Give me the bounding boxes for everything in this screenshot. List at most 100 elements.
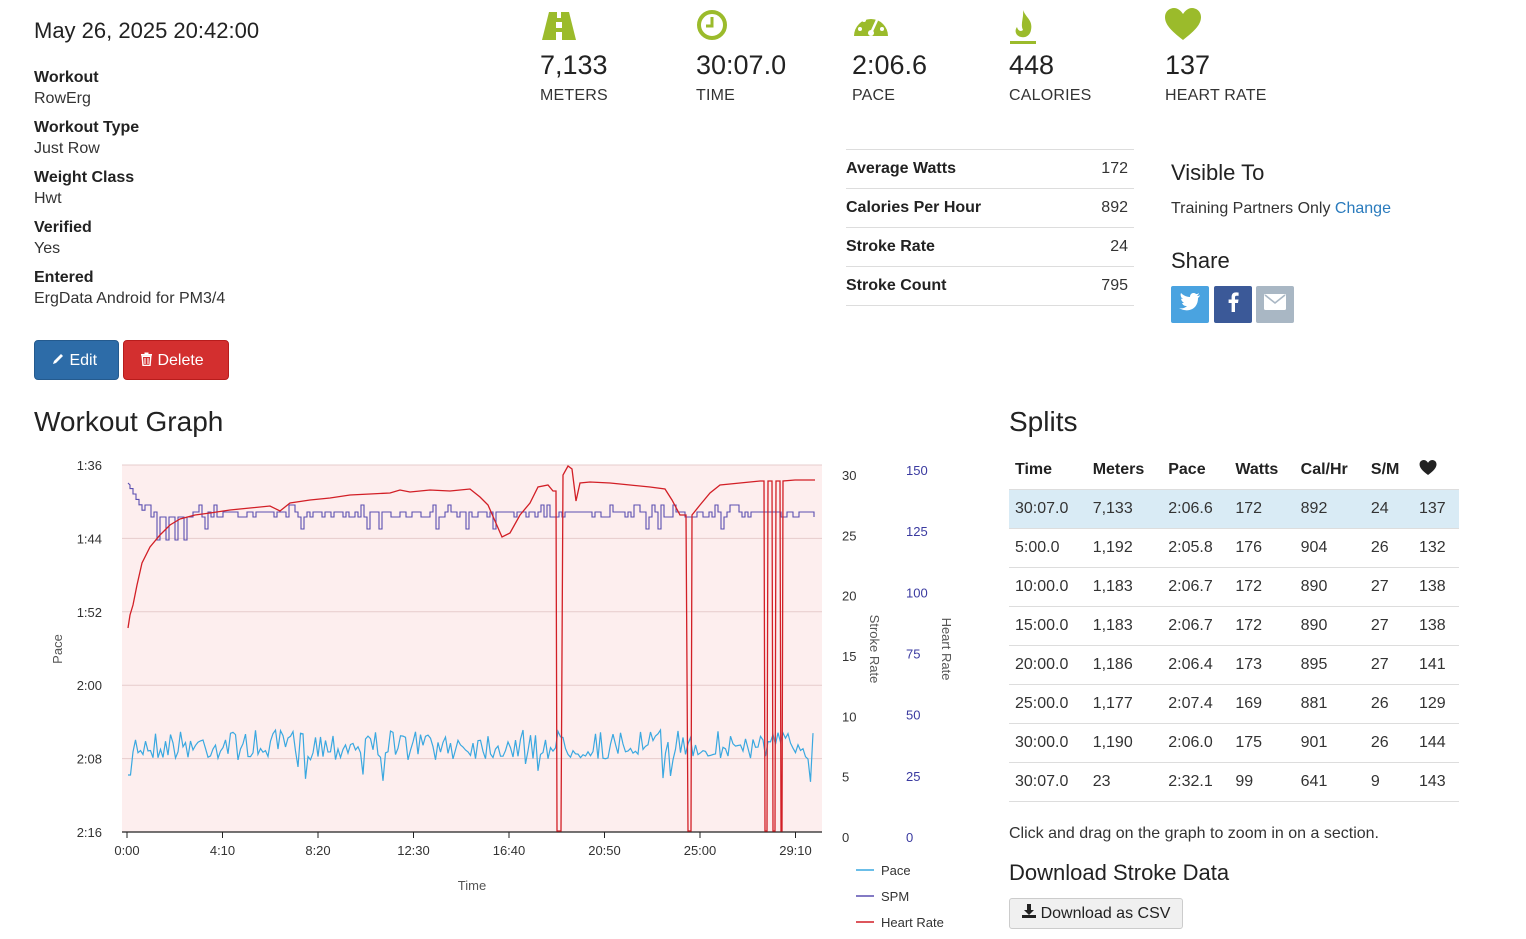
stat-calories: 448 CALORIES (1009, 8, 1149, 105)
pace-axis-label: Pace (50, 634, 65, 664)
split-row: 30:00.0 1,190 2:06.0 175 901 26 144 (1009, 723, 1459, 763)
split-cell: 2:06.7 (1162, 606, 1230, 646)
column-header: S/M (1364, 451, 1413, 490)
split-cell: 2:06.4 (1162, 645, 1230, 685)
heart-icon (1165, 8, 1305, 48)
stroke-rate-tick-label: 30 (842, 468, 856, 483)
heart-rate-tick-label: 0 (906, 830, 913, 845)
detail-label: Workout (34, 69, 99, 86)
column-header: Time (1009, 451, 1087, 490)
delete-label: Delete (157, 352, 204, 369)
stroke-rate-tick-label: 0 (842, 830, 849, 845)
split-cell: 26 (1364, 528, 1413, 568)
workout-graph-chart[interactable]: 0:00 4:10 8:20 12:30 16:40 20:50 25:00 29:10 1:… (0, 445, 990, 939)
split-cell: 904 (1294, 528, 1365, 568)
stat-time: 30:07.0 TIME (696, 8, 836, 105)
split-cell: 27 (1364, 606, 1413, 646)
split-row: 10:00.0 1,183 2:06.7 172 890 27 138 (1009, 567, 1459, 607)
split-cell: 143 (1412, 762, 1459, 802)
visibility-value: Training Partners Only (1171, 200, 1331, 217)
split-cell: 23 (1086, 762, 1163, 802)
detail-value: RowErg (34, 90, 91, 107)
split-cell: 9 (1364, 762, 1413, 802)
pencil-icon (51, 352, 69, 369)
split-cell: 132 (1412, 528, 1459, 568)
share-facebook-button[interactable] (1214, 286, 1252, 323)
split-cell: 175 (1229, 723, 1295, 763)
metric-row: Average Watts 172 (846, 149, 1134, 189)
twitter-icon (1179, 293, 1201, 316)
split-cell: 890 (1294, 567, 1365, 607)
change-visibility-link[interactable]: Change (1334, 200, 1391, 217)
visible-to-title: Visible To (1171, 160, 1265, 185)
stat-heart-rate: 137 HEART RATE (1165, 8, 1305, 105)
spm-series-line (127, 482, 815, 541)
split-cell: 10:00.0 (1009, 567, 1087, 607)
share-title: Share (1171, 248, 1230, 273)
x-tick-label: 20:50 (588, 843, 621, 858)
workout-datetime: May 26, 2025 20:42:00 (34, 18, 260, 43)
split-cell: 1,183 (1086, 567, 1163, 607)
split-cell: 141 (1412, 645, 1459, 685)
split-cell: 641 (1294, 762, 1365, 802)
split-cell: 27 (1364, 567, 1413, 607)
split-row: 5:00.0 1,192 2:05.8 176 904 26 132 (1009, 528, 1459, 568)
split-cell: 5:00.0 (1009, 528, 1087, 568)
split-cell: 144 (1412, 723, 1459, 763)
heart-rate-axis-label: Heart Rate (939, 618, 954, 681)
split-cell: 1,177 (1086, 684, 1163, 724)
split-cell: 2:32.1 (1162, 762, 1230, 802)
workout-graph-title: Workout Graph (34, 406, 224, 437)
x-axis-label: Time (458, 878, 486, 893)
download-title: Download Stroke Data (1009, 860, 1230, 885)
pace-tick-label: 2:08 (77, 752, 102, 767)
heart-rate-tick-label: 50 (906, 708, 920, 723)
split-cell: 2:05.8 (1162, 528, 1230, 568)
split-cell: 172 (1229, 567, 1295, 607)
share-twitter-button[interactable] (1171, 286, 1209, 323)
split-cell: 176 (1229, 528, 1295, 568)
heart-rate-tick-label: 100 (906, 585, 928, 600)
stroke-rate-tick-label: 25 (842, 528, 856, 543)
split-cell: 30:07.0 (1009, 762, 1087, 802)
edit-button[interactable]: Edit (34, 340, 119, 380)
split-cell: 15:00.0 (1009, 606, 1087, 646)
edit-label: Edit (69, 352, 98, 369)
trash-icon (140, 352, 157, 369)
download-csv-button[interactable]: Download as CSV (1009, 898, 1183, 929)
split-row: 30:07.0 7,133 2:06.6 172 892 24 137 (1009, 489, 1459, 529)
heart-rate-tick-label: 125 (906, 524, 928, 539)
delete-button[interactable]: Delete (123, 340, 229, 380)
detail-value: Yes (34, 240, 61, 257)
split-cell: 137 (1412, 489, 1459, 529)
metric-row: Calories Per Hour 892 (846, 188, 1134, 228)
split-cell: 901 (1294, 723, 1365, 763)
speedometer-icon (852, 8, 992, 48)
pace-tick-label: 2:16 (77, 825, 102, 840)
metric-row: Stroke Rate 24 (846, 227, 1134, 267)
x-tick-label: 0:00 (114, 843, 139, 858)
split-cell: 172 (1229, 489, 1295, 529)
splits-table: Time Meters Pace Watts Cal/Hr S/M 30:07.… (1009, 451, 1459, 802)
detail-label: Entered (34, 269, 94, 286)
split-cell: 26 (1364, 684, 1413, 724)
split-cell: 25:00.0 (1009, 684, 1087, 724)
split-cell: 1,186 (1086, 645, 1163, 685)
x-tick-label: 16:40 (493, 843, 526, 858)
split-row: 25:00.0 1,177 2:07.4 169 881 26 129 (1009, 684, 1459, 724)
split-cell: 2:07.4 (1162, 684, 1230, 724)
stroke-rate-tick-label: 20 (842, 589, 856, 604)
zoom-hint: Click and drag on the graph to zoom in o… (1009, 825, 1379, 842)
plot-area[interactable] (122, 465, 822, 832)
column-header: Cal/Hr (1294, 451, 1365, 490)
heart-rate-column-header (1412, 451, 1459, 490)
x-tick-label: 8:20 (305, 843, 330, 858)
stroke-rate-axis-label: Stroke Rate (867, 615, 882, 684)
split-cell: 7,133 (1086, 489, 1163, 529)
share-email-button[interactable] (1256, 286, 1294, 323)
split-cell: 2:06.6 (1162, 489, 1230, 529)
split-cell: 1,183 (1086, 606, 1163, 646)
road-icon (540, 8, 680, 48)
clock-icon (696, 8, 836, 48)
column-header: Meters (1086, 451, 1163, 490)
